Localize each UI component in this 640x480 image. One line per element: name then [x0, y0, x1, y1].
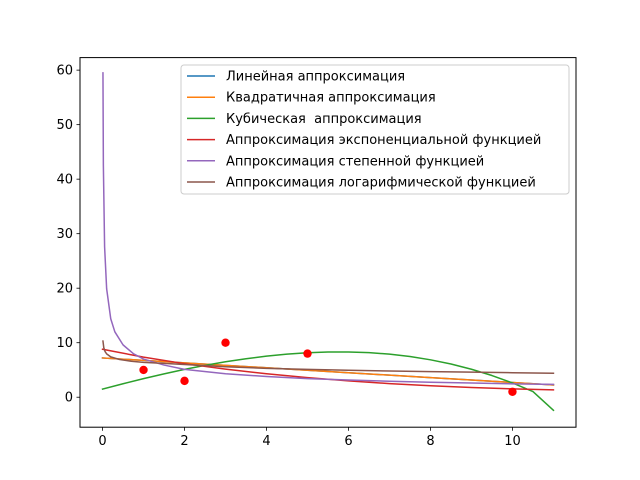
y-tick-label: 0: [65, 391, 73, 406]
x-tick-label: 0: [98, 434, 106, 449]
y-tick-label: 20: [56, 282, 73, 297]
y-tick-label: 40: [56, 173, 73, 188]
series-line-5: [102, 72, 555, 386]
series-layer: [101, 72, 555, 412]
x-tick-label: 8: [426, 434, 434, 449]
x-tick-label: 4: [262, 434, 270, 449]
y-tick-label: 50: [56, 118, 73, 133]
x-tick-label: 10: [504, 434, 521, 449]
legend-label-1: Линейная аппроксимация: [226, 70, 405, 85]
series-line-3: [101, 351, 555, 412]
legend-label-4: Аппроксимация экспоненциальной функцией: [226, 133, 541, 148]
legend-label-6: Аппроксимация логарифмической функцией: [226, 176, 536, 191]
data-point: [303, 349, 312, 358]
x-tick-label: 2: [180, 434, 188, 449]
legend-label-5: Аппроксимация степенной функцией: [226, 154, 484, 169]
legend-box: [180, 64, 570, 195]
data-point: [180, 376, 189, 386]
legend-label-2: Квадратичная аппроксимация: [226, 91, 436, 106]
series-line-6: [102, 340, 555, 374]
data-point: [508, 387, 517, 396]
legend-label-3: Кубическая аппроксимация: [226, 112, 422, 127]
points-layer: [139, 338, 517, 396]
y-tick-label: 30: [56, 227, 73, 242]
data-point: [139, 365, 148, 375]
x-tick-label: 6: [344, 434, 352, 449]
legend: Линейная аппроксимация Квадратичная аппро…: [180, 64, 570, 195]
x-axis: 0 2 4 6 8 10: [98, 427, 521, 449]
y-tick-label: 60: [56, 64, 73, 79]
axes-frame: [79, 57, 577, 428]
y-axis: 0 10 20 30 40 50 60: [56, 64, 80, 406]
y-tick-label: 10: [56, 336, 73, 351]
data-point: [221, 338, 230, 347]
